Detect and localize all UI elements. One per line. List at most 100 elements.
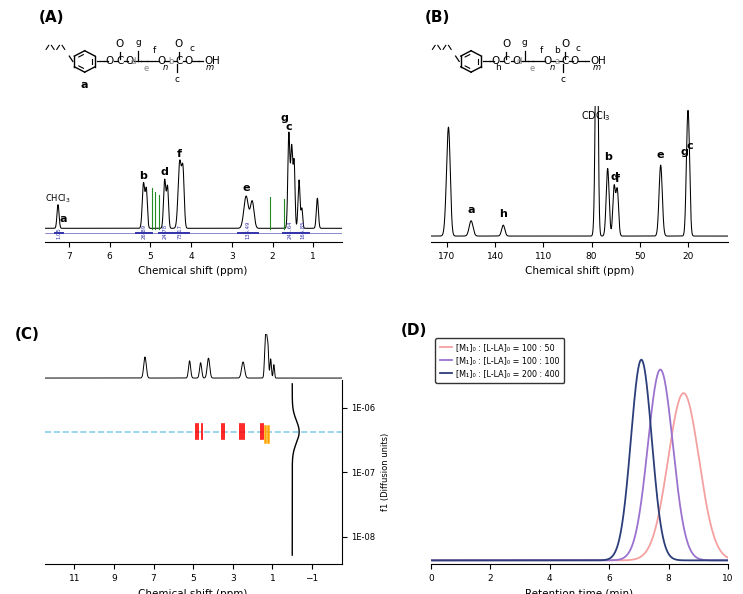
Text: (B): (B) [425, 10, 450, 25]
Text: d: d [610, 172, 618, 182]
Text: a: a [59, 214, 67, 224]
[M₁]₀ : [L-LA]₀ = 100 : 50: (3.83, 2.82e-18): [L-LA]₀ = 100 : 50: (3.83, 2.82e-18) [540, 557, 549, 564]
Text: c: c [285, 122, 292, 132]
[M₁]₀ : [L-LA]₀ = 100 : 100: (4.27, 2.08e-15): [L-LA]₀ = 100 : 100: (4.27, 2.08e-15) [554, 557, 562, 564]
Text: (A): (A) [39, 10, 64, 25]
[M₁]₀ : [L-LA]₀ = 100 : 100: (9.81, 4.24e-06): [L-LA]₀ = 100 : 100: (9.81, 4.24e-06) [718, 557, 727, 564]
Text: e: e [529, 64, 535, 72]
Text: 165.85: 165.85 [300, 220, 305, 239]
Text: f: f [153, 46, 156, 55]
Text: O: O [502, 39, 510, 49]
Text: 135.49: 135.49 [246, 220, 250, 239]
Text: c: c [561, 75, 565, 84]
[M₁]₀ : [L-LA]₀ = 100 : 50: (8.73, 0.771): [L-LA]₀ = 100 : 50: (8.73, 0.771) [686, 405, 695, 412]
Text: b: b [168, 57, 174, 66]
Text: 26.89: 26.89 [142, 223, 147, 239]
[M₁]₀ : [L-LA]₀ = 100 : 50: (1.73, 1.46e-37): [L-LA]₀ = 100 : 50: (1.73, 1.46e-37) [478, 557, 487, 564]
Text: (C): (C) [15, 327, 39, 342]
Y-axis label: f1 (Diffusion units): f1 (Diffusion units) [381, 433, 390, 511]
Text: m: m [206, 63, 214, 72]
Text: e: e [657, 150, 664, 160]
Text: b: b [140, 170, 147, 181]
Text: d: d [160, 168, 169, 178]
Text: a: a [467, 204, 475, 214]
Text: 241.64: 241.64 [287, 220, 292, 239]
Text: C: C [502, 56, 510, 67]
Text: c: c [189, 45, 194, 53]
Text: H: H [598, 56, 606, 66]
[M₁]₀ : [L-LA]₀ = 100 : 50: (0, 8.1e-59): [L-LA]₀ = 100 : 50: (0, 8.1e-59) [426, 557, 435, 564]
Text: 24.78: 24.78 [162, 223, 167, 239]
[M₁]₀ : [L-LA]₀ = 200 : 400: (9.81, 6.76e-14): [L-LA]₀ = 200 : 400: (9.81, 6.76e-14) [718, 557, 727, 564]
[M₁]₀ : [L-LA]₀ = 200 : 400: (10, 7.84e-16): [L-LA]₀ = 200 : 400: (10, 7.84e-16) [724, 557, 733, 564]
Text: O: O [158, 56, 166, 67]
Text: f: f [539, 46, 542, 55]
[M₁]₀ : [L-LA]₀ = 100 : 50: (10, 0.0133): [L-LA]₀ = 100 : 50: (10, 0.0133) [724, 554, 733, 561]
Text: c: c [175, 75, 179, 84]
Text: d: d [130, 57, 135, 66]
Text: c: c [576, 45, 580, 53]
Text: CHCl$_3$: CHCl$_3$ [45, 192, 71, 205]
Text: C: C [175, 56, 183, 67]
Text: n: n [549, 63, 554, 72]
X-axis label: Retention time (min): Retention time (min) [525, 589, 634, 594]
Text: O: O [105, 56, 113, 67]
[M₁]₀ : [L-LA]₀ = 100 : 100: (1.73, 7.52e-45): [L-LA]₀ = 100 : 100: (1.73, 7.52e-45) [478, 557, 487, 564]
[M₁]₀ : [L-LA]₀ = 100 : 100: (10, 3.87e-07): [L-LA]₀ = 100 : 100: (10, 3.87e-07) [724, 557, 733, 564]
Text: g: g [135, 37, 141, 47]
Text: a: a [81, 80, 88, 90]
Text: O: O [126, 56, 134, 67]
Text: n: n [163, 63, 168, 72]
[M₁]₀ : [L-LA]₀ = 100 : 100: (8.73, 0.054): [L-LA]₀ = 100 : 100: (8.73, 0.054) [686, 546, 695, 554]
[M₁]₀ : [L-LA]₀ = 100 : 100: (7.72, 0.97): [L-LA]₀ = 100 : 100: (7.72, 0.97) [656, 366, 665, 373]
Text: C: C [116, 56, 123, 67]
X-axis label: Chemical shift (ppm): Chemical shift (ppm) [138, 266, 248, 276]
Legend: [M₁]₀ : [L-LA]₀ = 100 : 50, [M₁]₀ : [L-LA]₀ = 100 : 100, [M₁]₀ : [L-LA]₀ = 200 :: [M₁]₀ : [L-LA]₀ = 100 : 50, [M₁]₀ : [L-L… [435, 338, 565, 383]
[M₁]₀ : [L-LA]₀ = 100 : 100: (0, 4.18e-74): [L-LA]₀ = 100 : 100: (0, 4.18e-74) [426, 557, 435, 564]
Text: O: O [591, 56, 599, 67]
[M₁]₀ : [L-LA]₀ = 200 : 400: (3.83, 2.18e-19): [L-LA]₀ = 200 : 400: (3.83, 2.18e-19) [540, 557, 549, 564]
[M₁]₀ : [L-LA]₀ = 100 : 50: (1.14, 2.71e-44): [L-LA]₀ = 100 : 50: (1.14, 2.71e-44) [461, 557, 470, 564]
Text: c: c [687, 141, 693, 151]
Text: m: m [592, 63, 600, 72]
Text: O: O [116, 39, 124, 49]
Text: g: g [280, 113, 288, 123]
[M₁]₀ : [L-LA]₀ = 200 : 400: (1.14, 2.96e-63): [L-LA]₀ = 200 : 400: (1.14, 2.96e-63) [461, 557, 470, 564]
Text: CDCl$_3$: CDCl$_3$ [581, 109, 611, 122]
Text: 1.05: 1.05 [56, 227, 62, 239]
[M₁]₀ : [L-LA]₀ = 200 : 400: (7.08, 1.02): [L-LA]₀ = 200 : 400: (7.08, 1.02) [637, 356, 646, 364]
Text: O: O [561, 39, 569, 49]
Text: h: h [499, 209, 507, 219]
Line: [M₁]₀ : [L-LA]₀ = 200 : 400: [M₁]₀ : [L-LA]₀ = 200 : 400 [431, 360, 728, 560]
Text: f: f [178, 149, 182, 159]
Text: O: O [512, 56, 520, 67]
X-axis label: Chemical shift (ppm): Chemical shift (ppm) [525, 266, 635, 276]
Text: O: O [544, 56, 552, 67]
Text: O: O [184, 56, 192, 67]
Text: O: O [571, 56, 579, 67]
Text: (D): (D) [401, 323, 427, 337]
[M₁]₀ : [L-LA]₀ = 200 : 400: (0, 1.42e-89): [L-LA]₀ = 200 : 400: (0, 1.42e-89) [426, 557, 435, 564]
[M₁]₀ : [L-LA]₀ = 200 : 400: (8.73, 1.53e-05): [L-LA]₀ = 200 : 400: (8.73, 1.53e-05) [686, 557, 695, 564]
Line: [M₁]₀ : [L-LA]₀ = 100 : 100: [M₁]₀ : [L-LA]₀ = 100 : 100 [431, 369, 728, 560]
Text: 73.17: 73.17 [178, 224, 182, 239]
[M₁]₀ : [L-LA]₀ = 200 : 400: (1.73, 2.22e-51): [L-LA]₀ = 200 : 400: (1.73, 2.22e-51) [478, 557, 487, 564]
Text: b: b [604, 152, 611, 162]
[M₁]₀ : [L-LA]₀ = 100 : 50: (4.27, 3.53e-15): [L-LA]₀ = 100 : 50: (4.27, 3.53e-15) [554, 557, 562, 564]
[M₁]₀ : [L-LA]₀ = 100 : 100: (1.14, 4.96e-54): [L-LA]₀ = 100 : 100: (1.14, 4.96e-54) [461, 557, 470, 564]
Text: O: O [204, 56, 212, 67]
[M₁]₀ : [L-LA]₀ = 100 : 50: (8.5, 0.85): [L-LA]₀ = 100 : 50: (8.5, 0.85) [679, 390, 688, 397]
Text: e: e [143, 64, 149, 72]
Text: O: O [491, 56, 499, 67]
Text: C: C [562, 56, 569, 67]
[M₁]₀ : [L-LA]₀ = 100 : 50: (9.81, 0.0362): [L-LA]₀ = 100 : 50: (9.81, 0.0362) [718, 549, 727, 557]
Text: b: b [554, 46, 560, 55]
[M₁]₀ : [L-LA]₀ = 100 : 100: (3.83, 2.53e-19): [L-LA]₀ = 100 : 100: (3.83, 2.53e-19) [540, 557, 549, 564]
X-axis label: Chemical shift (ppm): Chemical shift (ppm) [138, 589, 248, 594]
Text: h: h [495, 63, 501, 72]
Text: a: a [555, 57, 559, 66]
Line: [M₁]₀ : [L-LA]₀ = 100 : 50: [M₁]₀ : [L-LA]₀ = 100 : 50 [431, 393, 728, 560]
[M₁]₀ : [L-LA]₀ = 200 : 400: (4.27, 9.83e-15): [L-LA]₀ = 200 : 400: (4.27, 9.83e-15) [554, 557, 562, 564]
Text: e: e [242, 182, 250, 192]
Text: g: g [522, 37, 528, 47]
